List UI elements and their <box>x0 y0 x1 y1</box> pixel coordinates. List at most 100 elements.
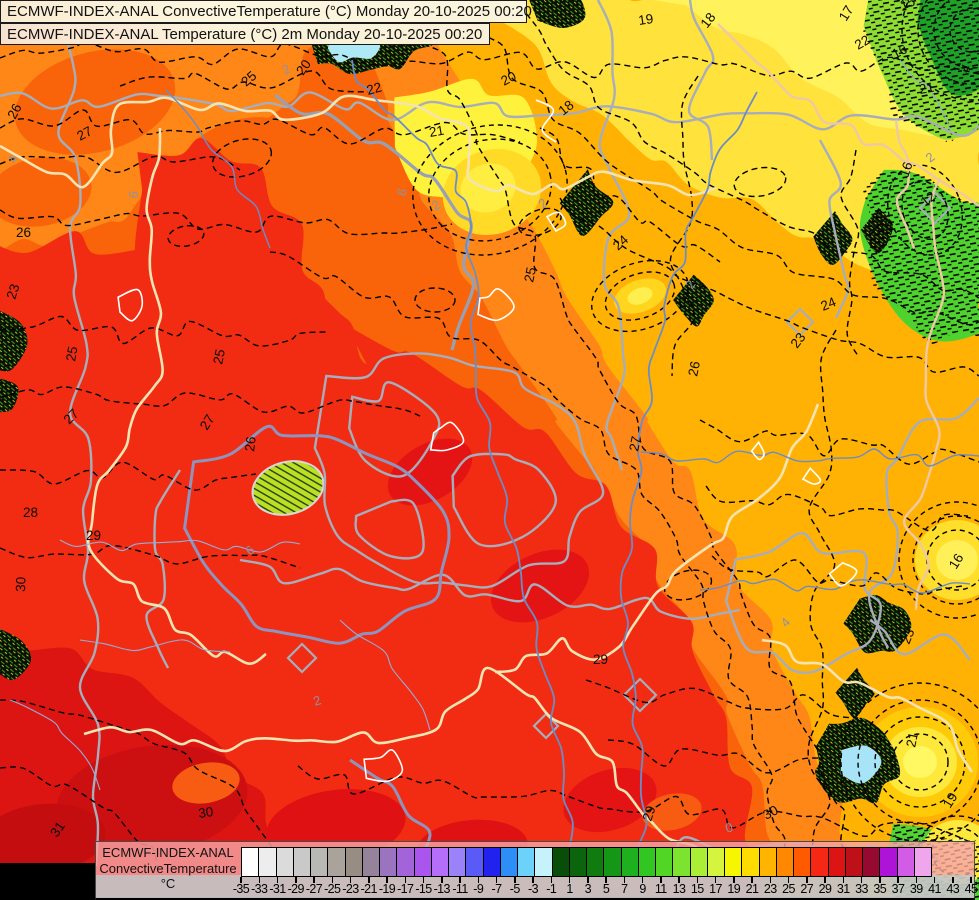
contour-label: 23 <box>4 282 23 301</box>
legend-color-cell <box>689 847 708 877</box>
legend-tick-mark <box>587 877 589 883</box>
legend-tick-mark <box>915 877 917 883</box>
legend-tick-mark <box>568 877 571 883</box>
legend-color-cell <box>258 847 277 877</box>
legend-tick-mark <box>550 877 552 883</box>
contour-label: 26 <box>242 436 259 453</box>
legend-tick-label: -5 <box>509 882 521 896</box>
legend-color-cell <box>344 847 363 877</box>
contour-label: 25 <box>521 266 539 284</box>
contour-label: 22 <box>852 32 873 53</box>
legend-tick-label: 3 <box>584 882 592 896</box>
legend-tick-mark <box>386 877 388 883</box>
legend-tick-label: 39 <box>909 882 923 896</box>
legend-tick-mark <box>678 877 680 883</box>
contour-label: 30 <box>13 577 29 593</box>
legend: ECMWF-INDEX-ANAL ConvectiveTemperature °… <box>95 841 978 900</box>
legend-color-cell <box>844 847 863 877</box>
legend-tick-label: 9 <box>639 882 646 896</box>
legend-tick-mark <box>368 877 370 883</box>
legend-tick-label: -13 <box>433 882 451 896</box>
legend-tick-label: 41 <box>928 882 941 896</box>
legend-color-cell <box>896 847 915 877</box>
legend-color-cell <box>534 847 553 877</box>
legend-color-cell <box>879 847 898 877</box>
contour-label: 26 <box>16 225 31 240</box>
legend-color-cell <box>568 847 587 877</box>
legend-tick-mark <box>641 877 644 883</box>
contour-label: 0 <box>723 819 735 836</box>
legend-tick-mark <box>349 877 352 883</box>
contour-label: 30 <box>760 802 780 822</box>
legend-tick-label: 25 <box>782 882 795 896</box>
legend-color-cell <box>913 847 932 877</box>
legend-color-cell <box>413 847 432 877</box>
legend-color-cell <box>637 847 656 877</box>
legend-color-cell <box>741 847 760 877</box>
legend-tick-label: 1 <box>566 882 573 896</box>
contour-label: 20 <box>498 68 518 88</box>
legend-tick-label: 45 <box>964 882 978 896</box>
contour-label: 21 <box>903 731 921 749</box>
legend-color-cell <box>672 847 691 877</box>
legend-colorbar <box>241 847 932 877</box>
legend-tick-label: 37 <box>891 882 905 896</box>
legend-tick-mark <box>751 877 753 883</box>
legend-tick-mark <box>860 877 863 883</box>
legend-color-cell <box>586 847 605 877</box>
legend-tick-label: 15 <box>690 882 704 896</box>
legend-color-cell <box>793 847 812 877</box>
contour-label: 19 <box>940 790 961 811</box>
legend-color-cell <box>862 847 881 877</box>
legend-tick-mark <box>459 877 461 883</box>
legend-tick-mark <box>331 877 333 883</box>
legend-tick-mark <box>660 877 662 883</box>
legend-color-cell <box>810 847 829 877</box>
legend-tick-label: -3 <box>528 882 539 896</box>
legend-tick-label: -25 <box>324 882 341 896</box>
contour-label: 21 <box>918 80 935 97</box>
legend-tick-label: -29 <box>287 882 305 896</box>
legend-tick-mark <box>787 877 790 883</box>
legend-tick-label: -1 <box>546 882 557 896</box>
map-title-primary: ECMWF-INDEX-ANAL ConvectiveTemperature (… <box>0 0 532 23</box>
contour-label: 26 <box>685 360 703 378</box>
legend-tick-label: 31 <box>836 882 850 896</box>
map-bottom-mask <box>0 863 95 900</box>
legend-tick-mark <box>952 877 954 883</box>
legend-tick-label: -15 <box>415 882 432 896</box>
legend-tick-mark <box>897 877 899 883</box>
contour-label: 16 <box>897 160 916 179</box>
country-borders <box>0 23 979 864</box>
legend-tick-label: 23 <box>763 882 777 896</box>
legend-tick-mark <box>258 877 260 883</box>
legend-tick-label: 29 <box>818 882 832 896</box>
legend-tick-label: 11 <box>654 882 667 896</box>
legend-tick-mark <box>240 877 242 883</box>
contour-label: 16 <box>889 41 909 61</box>
legend-color-cell <box>517 847 536 877</box>
contour-label: 6 <box>125 189 141 199</box>
legend-color-cell <box>430 847 449 877</box>
contour-label: 28 <box>23 505 38 520</box>
legend-tick-mark <box>842 877 844 883</box>
legend-tick-mark <box>477 877 479 883</box>
contour-label: 29 <box>640 804 659 823</box>
legend-source: ECMWF-INDEX-ANAL <box>102 845 234 860</box>
contour-label: 20 <box>293 57 314 78</box>
legend-color-cell <box>241 847 260 877</box>
contour-label: 30 <box>197 804 214 821</box>
legend-tick-mark <box>514 877 516 883</box>
legend-color-cell <box>465 847 484 877</box>
legend-tick-mark <box>404 877 406 883</box>
legend-tick-mark <box>295 877 297 883</box>
contour-label: 27 <box>197 412 218 433</box>
legend-color-cell <box>603 847 622 877</box>
legend-tick-mark <box>623 877 625 883</box>
legend-tick-mark <box>769 877 771 883</box>
legend-tick-mark <box>422 877 425 883</box>
legend-color-cell <box>448 847 467 877</box>
legend-tick-mark <box>313 877 315 883</box>
